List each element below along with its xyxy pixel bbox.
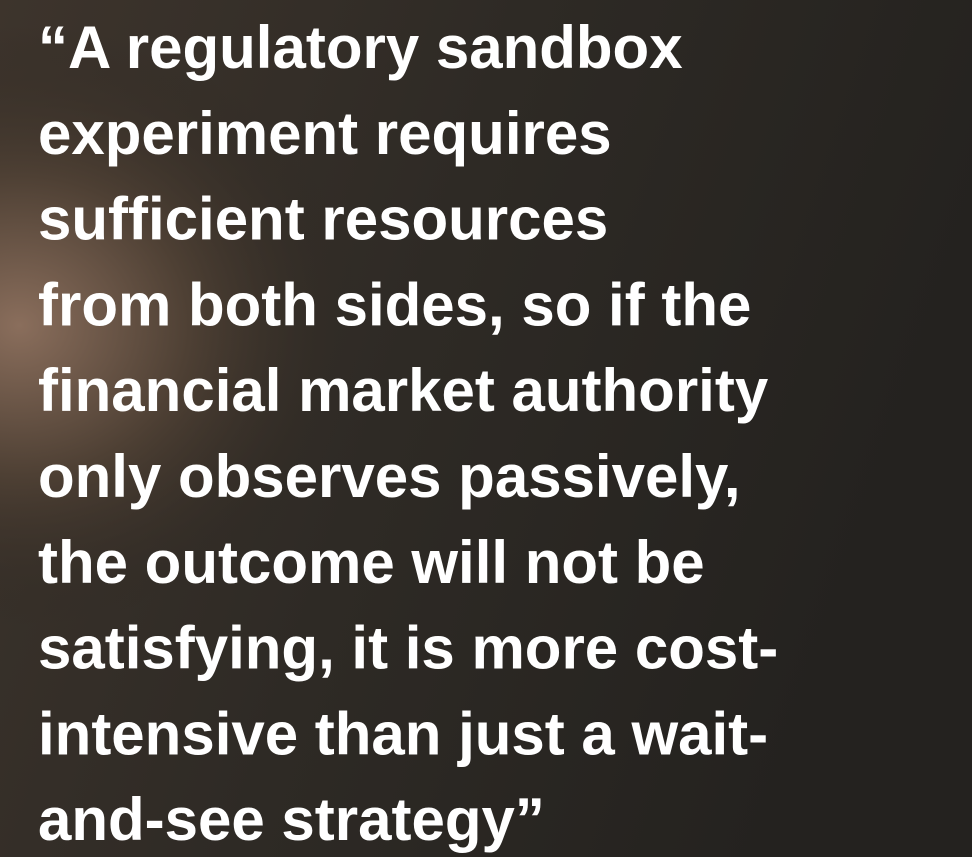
quote-line: intensive than just a wait- [38,700,768,767]
quote-line: “A regulatory sandbox [38,14,683,81]
quote-line: the outcome will not be [38,529,705,596]
quote-line: sufficient resources [38,186,608,253]
quote-line: and-see strategy” [38,786,545,853]
quote-line: from both sides, so if the [38,271,751,338]
quote-line: experiment requires [38,100,612,167]
quote-line: financial market authority [38,357,769,424]
quote-line: only observes passively, [38,443,741,510]
quote-text: “A regulatory sandbox experiment requires… [38,14,778,853]
quote-line: satisfying, it is more cost- [38,615,778,682]
